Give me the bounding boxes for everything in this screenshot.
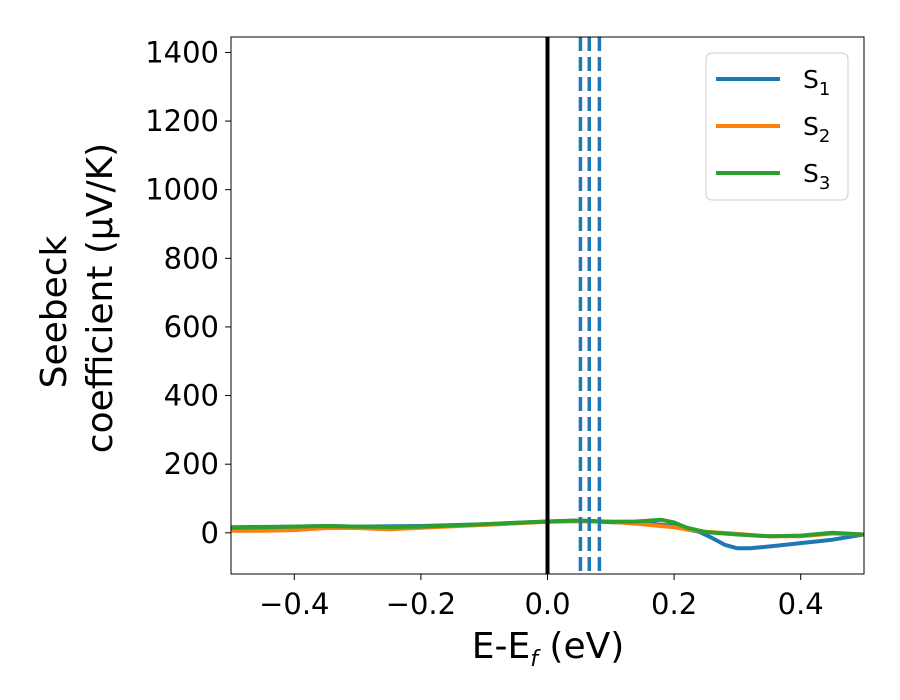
legend: S1 S2 S3 — [705, 52, 849, 201]
y-tick-label: 800 — [164, 241, 219, 275]
x-tick-label: 0.4 — [778, 587, 824, 621]
x-tick-label: 0.2 — [651, 587, 697, 621]
y-tick-label: 200 — [164, 447, 219, 481]
plot-area — [231, 37, 864, 574]
axes: −0.4 −0.2 0.0 0.2 0.4 0 200 400 600 800 1000 1200 14… — [145, 35, 824, 621]
y-tick-label: 1400 — [145, 35, 219, 69]
x-tick-label: −0.2 — [386, 587, 456, 621]
y-tick-label: 1000 — [145, 173, 219, 207]
x-axis-label-main: E-E — [472, 626, 530, 667]
x-tick-label: −0.4 — [259, 587, 329, 621]
y-axis-label-line1: Seebeck — [34, 235, 75, 388]
x-axis-label: E-Ef (eV) — [472, 626, 625, 672]
legend-label-s3: S3 — [803, 159, 830, 194]
y-tick-label: 0 — [201, 516, 219, 550]
y-tick-label: 400 — [164, 379, 219, 413]
x-tick-label: 0.0 — [524, 587, 570, 621]
legend-label-s2: S2 — [803, 112, 830, 147]
y-axis-label-line2: coefficient (μV/K) — [80, 143, 121, 453]
legend-label-s1: S1 — [803, 65, 830, 100]
y-tick-label: 1200 — [145, 104, 219, 138]
series-line-s3 — [231, 517, 864, 539]
plot-content — [231, 37, 864, 574]
y-tick-label: 600 — [164, 310, 219, 344]
x-axis-label-unit: (eV) — [538, 626, 624, 667]
x-axis-label-sub: f — [530, 647, 541, 672]
